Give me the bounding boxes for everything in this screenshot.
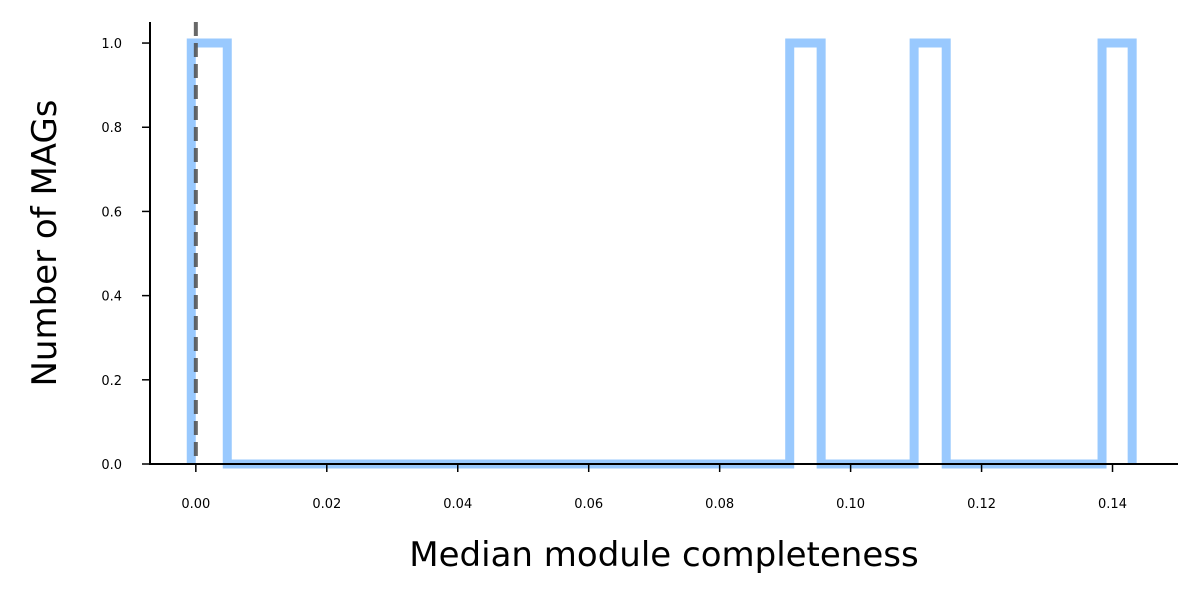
x-tick-label: 0.00: [181, 497, 210, 512]
histogram-bin: [790, 43, 821, 464]
y-tick-label: 0.0: [101, 458, 122, 473]
x-tick-label: 0.08: [705, 497, 734, 512]
histogram-bin: [914, 43, 946, 464]
histogram-series-0: [186, 38, 1137, 469]
x-axis: 0.00 0.02 0.04 0.06 0.08 0.10 0.12 0.14: [149, 463, 1178, 512]
x-tick-label: 0.10: [836, 497, 865, 512]
x-tick-label: 0.06: [574, 497, 603, 512]
y-axis: 0.0 0.2 0.4 0.6 0.8 1.0: [101, 22, 151, 473]
y-tick-label: 0.8: [101, 121, 122, 136]
histogram-bin: [1102, 43, 1132, 464]
y-tick-label: 1.0: [101, 37, 122, 52]
y-tick-label: 0.6: [101, 205, 122, 220]
y-tick-label: 0.4: [101, 290, 122, 305]
x-tick-label: 0.04: [443, 497, 472, 512]
x-tick-label: 0.14: [1098, 497, 1127, 512]
x-axis-title: Median module completeness: [409, 535, 918, 575]
plot-area: [186, 22, 1137, 469]
y-tick-label: 0.2: [101, 374, 122, 389]
x-tick-label: 0.02: [312, 497, 341, 512]
x-tick-label: 0.12: [967, 497, 996, 512]
y-axis-title: Number of MAGs: [25, 99, 65, 386]
